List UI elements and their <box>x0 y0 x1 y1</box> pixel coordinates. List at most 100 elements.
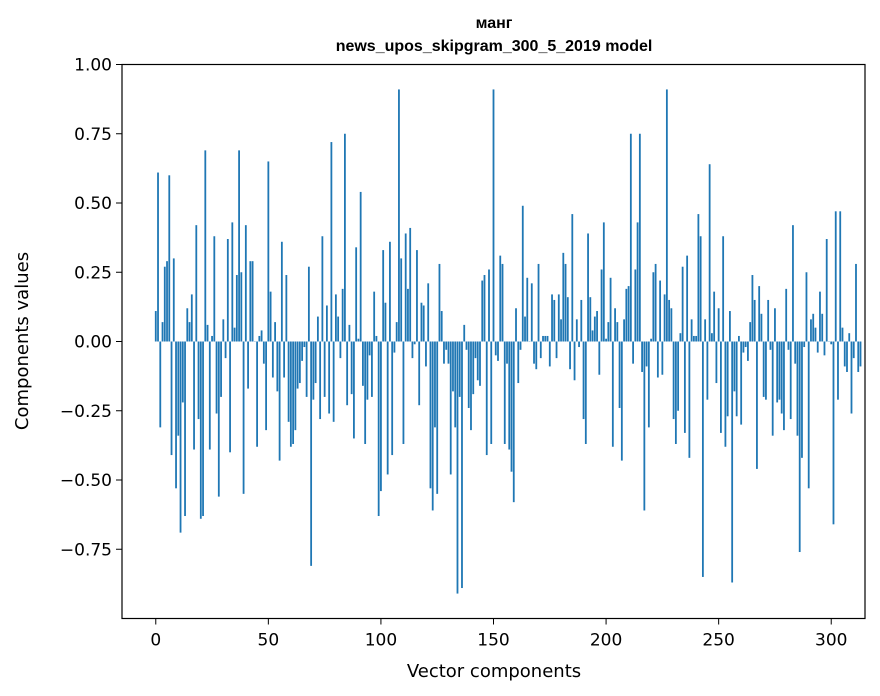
y-tick-label: 0.50 <box>74 194 112 214</box>
bar <box>609 277 612 342</box>
bar <box>839 211 842 342</box>
bar <box>168 175 171 342</box>
bar <box>632 341 634 364</box>
bar <box>546 335 549 342</box>
bar <box>647 341 650 428</box>
bar <box>769 341 772 350</box>
bar <box>510 341 513 472</box>
y-tick-label: −0.50 <box>60 471 112 491</box>
bar <box>762 341 765 397</box>
bar <box>715 341 718 384</box>
bar <box>830 341 833 345</box>
x-axis-label: Vector components <box>407 661 581 682</box>
bar <box>494 341 497 356</box>
bar <box>325 305 328 342</box>
bar <box>357 338 360 342</box>
bar <box>175 341 177 489</box>
bar <box>465 341 468 350</box>
bar <box>825 239 828 342</box>
bar <box>289 341 292 447</box>
bar <box>740 341 743 425</box>
bar <box>834 211 837 342</box>
bar <box>512 341 515 503</box>
bar <box>841 327 844 342</box>
bar <box>404 233 407 342</box>
bar <box>812 313 815 342</box>
bar <box>163 266 166 342</box>
bar <box>681 266 684 342</box>
bar <box>747 341 749 361</box>
bar <box>159 341 162 428</box>
bar <box>749 322 752 342</box>
bar <box>776 341 779 403</box>
bar <box>638 133 641 342</box>
bar <box>271 341 274 378</box>
bar <box>321 236 324 342</box>
bar <box>481 280 484 342</box>
bar <box>231 222 234 342</box>
bar <box>240 272 243 342</box>
bar <box>416 250 418 342</box>
bar <box>418 341 421 406</box>
bar <box>591 330 594 342</box>
bar <box>287 341 290 422</box>
bar <box>650 338 653 342</box>
bar <box>537 263 540 342</box>
bar <box>798 341 801 553</box>
x-tick-label: 50 <box>258 631 280 651</box>
bar <box>204 150 207 342</box>
bar <box>636 222 639 342</box>
bar <box>618 341 621 408</box>
bar <box>544 335 547 342</box>
bar <box>794 341 797 364</box>
bar <box>337 316 340 342</box>
bar <box>310 341 313 566</box>
bar <box>267 161 270 342</box>
bar <box>717 308 720 342</box>
bar-series <box>154 89 862 594</box>
bar <box>767 299 770 342</box>
bar <box>805 272 808 342</box>
bar <box>330 142 333 342</box>
bar <box>359 191 362 342</box>
bar <box>195 225 198 342</box>
bar <box>373 291 376 342</box>
bar <box>814 327 817 342</box>
bar <box>823 341 826 356</box>
bar <box>832 341 835 525</box>
x-tick-label: 150 <box>477 631 509 651</box>
bar <box>524 316 526 342</box>
bar <box>596 311 598 342</box>
bar <box>695 335 698 342</box>
bar <box>276 341 279 392</box>
bar <box>488 269 490 342</box>
bar <box>701 341 704 577</box>
bar <box>456 341 459 594</box>
bar <box>350 341 353 395</box>
bar <box>348 324 351 342</box>
bar <box>458 341 461 397</box>
bar <box>434 341 436 428</box>
bar <box>663 294 666 342</box>
bar <box>217 341 220 497</box>
bar <box>566 297 569 342</box>
bar <box>816 341 819 353</box>
bar <box>587 233 589 342</box>
bar <box>197 341 200 420</box>
bar <box>222 319 225 342</box>
bar <box>179 341 182 533</box>
bar <box>319 341 322 420</box>
bar <box>443 341 445 364</box>
plot-frame <box>121 63 866 620</box>
bar <box>269 291 272 342</box>
bar <box>238 150 240 342</box>
bar <box>625 288 628 342</box>
bar <box>499 255 502 342</box>
bar <box>821 313 824 342</box>
bar <box>641 341 643 372</box>
bar <box>857 341 860 372</box>
bar <box>467 341 470 408</box>
bar <box>584 341 587 444</box>
bar <box>355 247 358 342</box>
bar <box>659 280 662 342</box>
